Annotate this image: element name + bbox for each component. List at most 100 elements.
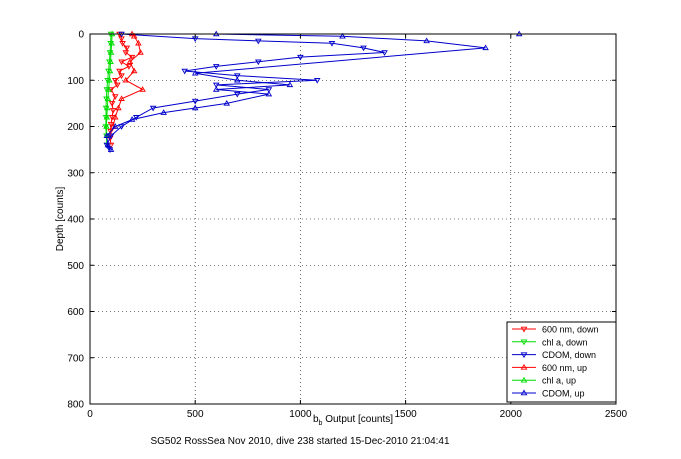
data-point: [119, 41, 126, 47]
x-axis-label: bb Output [counts]: [313, 414, 393, 427]
data-point: [255, 59, 262, 66]
data-point: [103, 132, 111, 138]
legend-label: CDOM, up: [542, 389, 585, 399]
data-point: [122, 50, 130, 56]
data-point: [255, 38, 262, 45]
data-point: [128, 54, 136, 61]
data-point: [233, 76, 241, 83]
data-point: [107, 49, 115, 55]
data-point: [108, 39, 115, 46]
legend-swatch-marker: [520, 389, 528, 396]
data-point: [115, 104, 122, 111]
data-point: [111, 123, 119, 129]
data-point: [103, 104, 111, 111]
series-line: [106, 33, 520, 150]
x-tick-label: 1000: [289, 409, 312, 420]
legend-item: CDOM, up: [512, 389, 585, 399]
data-point: [107, 58, 114, 64]
data-point: [104, 95, 112, 101]
data-point: [133, 115, 140, 121]
data-point: [265, 90, 273, 97]
legend-swatch-marker: [520, 352, 528, 359]
data-point: [109, 108, 117, 114]
data-point: [106, 76, 113, 83]
x-tick-label: 500: [187, 409, 204, 420]
data-point: [128, 116, 136, 122]
series-layer: [102, 30, 523, 154]
data-point: [360, 45, 367, 52]
data-point: [118, 124, 125, 130]
legend-swatch-marker: [520, 363, 528, 370]
data-point: [297, 54, 304, 61]
data-point: [223, 99, 231, 106]
data-point: [328, 41, 336, 47]
data-point: [111, 94, 119, 100]
legend-label: chl a, down: [542, 337, 588, 347]
y-tick-label: 600: [67, 307, 84, 318]
data-point: [482, 44, 489, 51]
y-tick-label: 300: [67, 168, 84, 179]
data-point: [212, 64, 220, 70]
legend-item: 600 nm, down: [512, 325, 599, 335]
data-point: [107, 128, 114, 135]
data-point: [149, 105, 157, 112]
legend-label: CDOM, down: [542, 350, 596, 360]
data-point: [265, 87, 273, 93]
x-tick-label: 2500: [605, 409, 628, 420]
x-tick-label: 0: [87, 409, 93, 420]
data-point: [114, 82, 121, 89]
data-point: [111, 78, 119, 84]
y-tick-label: 100: [67, 76, 84, 87]
data-point: [108, 101, 116, 107]
y-tick-label: 200: [67, 122, 84, 133]
x-axis-label-main: b: [313, 414, 319, 425]
y-tick-label: 700: [67, 353, 84, 364]
data-point: [103, 113, 111, 120]
y-tick-label: 0: [78, 30, 84, 41]
data-point: [181, 68, 188, 75]
data-point: [118, 59, 125, 66]
series-5: [103, 30, 523, 152]
data-point: [139, 86, 146, 92]
data-point: [233, 91, 241, 98]
series-line: [106, 33, 385, 150]
data-point: [191, 98, 199, 105]
data-point: [122, 76, 130, 83]
data-point: [286, 81, 294, 88]
y-axis-label: Depth [counts]: [55, 187, 66, 252]
legend-item: CDOM, down: [512, 350, 596, 360]
data-point: [107, 133, 115, 140]
legend-swatch-marker: [520, 376, 528, 383]
data-point: [233, 73, 241, 80]
legend-item: chl a, up: [512, 376, 576, 386]
data-point: [125, 64, 133, 70]
data-point: [137, 49, 144, 55]
legend-label: chl a, up: [542, 376, 576, 386]
x-tick-label: 2000: [500, 409, 523, 420]
data-point: [313, 78, 321, 84]
data-point: [107, 146, 115, 152]
data-point: [191, 69, 199, 76]
x-tick-label: 1500: [394, 409, 417, 420]
y-tick-label: 400: [67, 215, 84, 226]
data-point: [104, 141, 112, 148]
data-point: [111, 113, 119, 120]
data-point: [423, 37, 430, 44]
data-point: [116, 68, 123, 75]
legend-swatch-marker: [520, 326, 528, 333]
data-point: [130, 67, 138, 74]
data-point: [135, 39, 142, 46]
legend-label: 600 nm, up: [542, 363, 587, 373]
legend-swatch-marker: [520, 339, 528, 346]
data-point: [103, 123, 110, 129]
data-point: [212, 86, 220, 92]
data-point: [118, 95, 125, 101]
y-tick-label: 800: [67, 400, 84, 411]
data-point: [191, 104, 199, 111]
legend: 600 nm, down chl a, down CDOM, down 600 nm,…: [506, 321, 617, 403]
legend-item: 600 nm, up: [512, 363, 587, 373]
legend-label: 600 nm, down: [542, 325, 599, 335]
data-point: [126, 58, 134, 64]
